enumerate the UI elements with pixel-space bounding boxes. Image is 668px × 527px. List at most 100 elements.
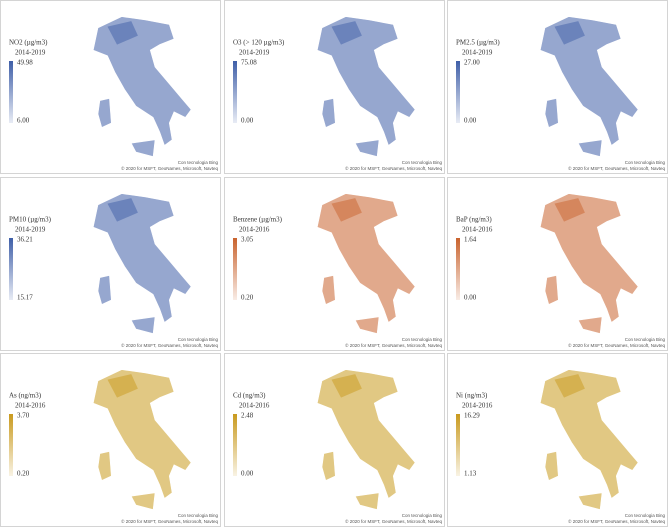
legend-period: 2014-2019 (239, 49, 270, 57)
legend-min: 6.00 (17, 117, 30, 125)
legend-gradient (456, 61, 460, 123)
legend-min: 0.00 (464, 293, 477, 301)
attribution-2: © 2020 for MSFT, GeoNames, Microsoft, Na… (345, 342, 442, 348)
attribution-2: © 2020 for MSFT, GeoNames, Microsoft, Na… (345, 518, 442, 524)
region-shape (92, 192, 192, 323)
map-panel: PM2.5 (µg/m3) 2014-2019 27.00 0.00 Con tecno… (447, 0, 668, 174)
legend-period: 2014-2016 (462, 402, 493, 410)
map-svg: As (ng/m3) 2014-2016 3.70 0.20 Con tecnologi… (9, 369, 218, 524)
attribution-2: © 2020 for MSFT, GeoNames, Microsoft, Na… (568, 518, 665, 524)
region-shape (539, 369, 639, 499)
legend-gradient (232, 414, 237, 476)
legend-max: 16.29 (464, 412, 480, 420)
region-shape (316, 192, 415, 323)
region-highlight (107, 197, 138, 222)
map-panel: Benzene (µg/m3) 2014-2016 3.05 0.20 Con tecn… (223, 176, 445, 351)
legend-period: 2014-2016 (239, 402, 270, 410)
region-shape (321, 450, 336, 481)
region-highlight (331, 374, 362, 398)
region-highlight (107, 21, 138, 45)
legend-max: 2.48 (241, 412, 254, 420)
map-svg: O3 (> 120 µg/m3) 2014-2019 75.08 0.00 Con te… (232, 16, 442, 171)
region-highlight (331, 197, 362, 222)
region-shape (354, 315, 379, 334)
legend-title: Cd (ng/m3) (233, 392, 266, 400)
legend-max: 75.08 (241, 59, 257, 67)
region-highlight (554, 21, 585, 45)
region-shape (97, 450, 112, 481)
map-svg: NO2 (µg/m3) 2014-2019 49.98 6.00 Con tecnolo… (9, 16, 218, 171)
region-shape (130, 315, 156, 334)
attribution-2: © 2020 for MSFT, GeoNames, Microsoft, Na… (121, 165, 218, 171)
map-panel: PM10 (µg/m3) 2014-2019 36.21 15.17 Con tecno… (0, 176, 221, 351)
legend-min: 0.00 (241, 117, 254, 125)
italy-map (316, 16, 415, 158)
region-shape (130, 492, 156, 511)
italy-map (316, 192, 415, 334)
legend-min: 0.00 (464, 117, 477, 125)
region-shape (539, 16, 639, 146)
legend-gradient (232, 61, 237, 123)
map-panel: Cd (ng/m3) 2014-2016 2.48 0.00 Con tecnologi… (223, 353, 445, 527)
attribution-1: Con tecnologia Bing (625, 160, 666, 165)
attribution-1: Con tecnologia Bing (178, 337, 219, 342)
legend-title: O3 (> 120 µg/m3) (233, 39, 285, 47)
region-shape (97, 274, 112, 305)
map-svg: Cd (ng/m3) 2014-2016 2.48 0.00 Con tecnologi… (232, 369, 442, 524)
region-shape (539, 192, 639, 323)
region-shape (577, 139, 603, 158)
italy-map (539, 192, 639, 334)
region-highlight (554, 197, 585, 222)
legend-title: Ni (ng/m3) (456, 392, 488, 400)
region-shape (316, 369, 415, 499)
attribution-2: © 2020 for MSFT, GeoNames, Microsoft, Na… (121, 342, 218, 348)
legend-gradient (456, 414, 460, 476)
map-svg: PM10 (µg/m3) 2014-2019 36.21 15.17 Con tecno… (9, 192, 219, 348)
map-svg: Ni (ng/m3) 2014-2016 16.29 1.13 Con tecnolog… (456, 369, 666, 524)
attribution-1: Con tecnologia Bing (401, 513, 442, 518)
attribution-2: © 2020 for MSFT, GeoNames, Microsoft, Na… (121, 518, 218, 524)
legend-period: 2014-2016 (239, 225, 270, 233)
legend-title: PM2.5 (µg/m3) (456, 39, 500, 47)
map-panel: O3 (> 120 µg/m3) 2014-2019 75.08 0.00 Con te… (223, 0, 445, 174)
legend-gradient (456, 237, 460, 300)
legend-min: 15.17 (17, 293, 33, 301)
map-panel: Ni (ng/m3) 2014-2016 16.29 1.13 Con tecnolog… (447, 353, 668, 527)
attribution-1: Con tecnologia Bing (401, 337, 442, 342)
legend-title: PM10 (µg/m3) (9, 215, 52, 223)
region-shape (354, 492, 379, 511)
legend-gradient (9, 414, 13, 476)
map-panel: As (ng/m3) 2014-2016 3.70 0.20 Con tecnologi… (0, 353, 221, 527)
map-svg: BaP (ng/m3) 2014-2016 1.64 0.00 Con tecnolog… (456, 192, 665, 348)
region-shape (92, 369, 192, 499)
italy-map (92, 192, 192, 334)
region-shape (354, 139, 379, 158)
legend-min: 0.20 (17, 470, 30, 478)
region-shape (577, 492, 603, 511)
legend-period: 2014-2016 (462, 225, 493, 233)
legend-max: 3.70 (17, 412, 30, 420)
italy-map (539, 16, 639, 158)
legend-max: 1.64 (464, 235, 477, 243)
legend-title: Benzene (µg/m3) (233, 215, 283, 223)
legend-title: As (ng/m3) (9, 392, 42, 400)
legend-gradient (9, 61, 13, 123)
attribution-1: Con tecnologia Bing (401, 160, 442, 165)
region-shape (544, 97, 559, 128)
legend-title: NO2 (µg/m3) (9, 39, 48, 47)
attribution-2: © 2020 for MSFT, GeoNames, Microsoft, Na… (568, 165, 665, 171)
legend-gradient (9, 237, 13, 300)
legend-period: 2014-2019 (15, 225, 46, 233)
region-shape (577, 315, 603, 334)
legend-max: 36.21 (17, 235, 33, 243)
attribution-1: Con tecnologia Bing (625, 513, 666, 518)
region-shape (544, 450, 559, 481)
map-panel: NO2 (µg/m3) 2014-2019 49.98 6.00 Con tecnolo… (0, 0, 221, 174)
region-shape (321, 274, 336, 305)
legend-title: BaP (ng/m3) (456, 215, 492, 223)
region-shape (321, 97, 336, 128)
legend-max: 3.05 (241, 235, 254, 243)
legend-gradient (232, 237, 237, 300)
italy-map (539, 369, 639, 511)
